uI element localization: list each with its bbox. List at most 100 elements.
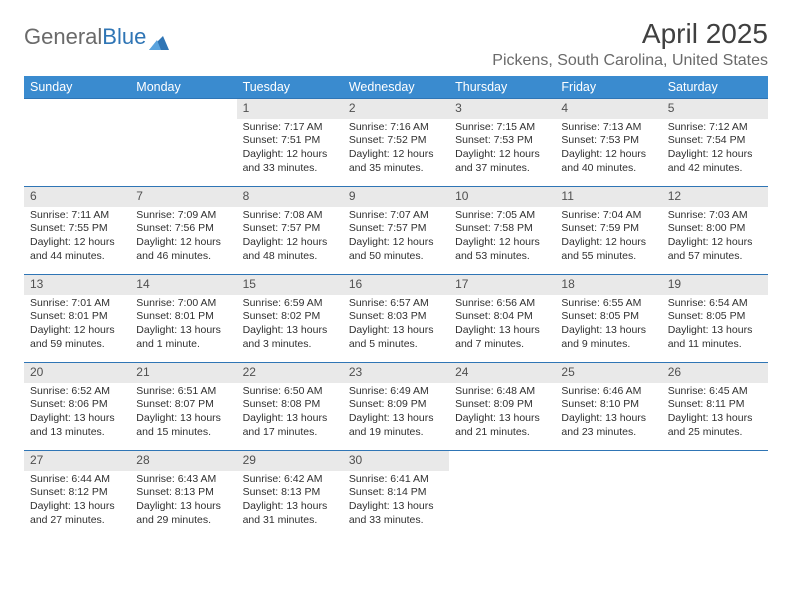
- sunset-line: Sunset: 7:53 PM: [455, 134, 549, 148]
- sunset-line: Sunset: 8:13 PM: [243, 486, 337, 500]
- sunset-line: Sunset: 8:05 PM: [561, 310, 655, 324]
- sunrise-line: Sunrise: 7:04 AM: [561, 209, 655, 223]
- daynum: 7: [130, 186, 236, 207]
- calendar-cell: [555, 450, 661, 538]
- calendar-cell: 27Sunrise: 6:44 AMSunset: 8:12 PMDayligh…: [24, 450, 130, 538]
- sunrise-line: Sunrise: 6:54 AM: [668, 297, 762, 311]
- daynum: 17: [449, 274, 555, 295]
- day-body: Sunrise: 7:03 AMSunset: 8:00 PMDaylight:…: [662, 207, 768, 268]
- daynum: 6: [24, 186, 130, 207]
- daylight-line: Daylight: 12 hours and 35 minutes.: [349, 148, 443, 175]
- calendar-cell: 6Sunrise: 7:11 AMSunset: 7:55 PMDaylight…: [24, 186, 130, 274]
- day-header-row: SundayMondayTuesdayWednesdayThursdayFrid…: [24, 76, 768, 98]
- calendar-cell: 5Sunrise: 7:12 AMSunset: 7:54 PMDaylight…: [662, 98, 768, 186]
- day-body: Sunrise: 6:49 AMSunset: 8:09 PMDaylight:…: [343, 383, 449, 444]
- sunset-line: Sunset: 8:04 PM: [455, 310, 549, 324]
- sunset-line: Sunset: 8:13 PM: [136, 486, 230, 500]
- sunrise-line: Sunrise: 6:45 AM: [668, 385, 762, 399]
- daylight-line: Daylight: 12 hours and 44 minutes.: [30, 236, 124, 263]
- daylight-line: Daylight: 13 hours and 7 minutes.: [455, 324, 549, 351]
- daylight-line: Daylight: 12 hours and 59 minutes.: [30, 324, 124, 351]
- sunset-line: Sunset: 8:05 PM: [668, 310, 762, 324]
- calendar-cell: 21Sunrise: 6:51 AMSunset: 8:07 PMDayligh…: [130, 362, 236, 450]
- sunset-line: Sunset: 8:02 PM: [243, 310, 337, 324]
- daynum: 19: [662, 274, 768, 295]
- day-body: Sunrise: 6:42 AMSunset: 8:13 PMDaylight:…: [237, 471, 343, 532]
- day-body: Sunrise: 7:05 AMSunset: 7:58 PMDaylight:…: [449, 207, 555, 268]
- day-body: Sunrise: 6:55 AMSunset: 8:05 PMDaylight:…: [555, 295, 661, 356]
- daylight-line: Daylight: 13 hours and 27 minutes.: [30, 500, 124, 527]
- sunrise-line: Sunrise: 6:41 AM: [349, 473, 443, 487]
- sunrise-line: Sunrise: 6:44 AM: [30, 473, 124, 487]
- sunset-line: Sunset: 8:07 PM: [136, 398, 230, 412]
- daylight-line: Daylight: 12 hours and 37 minutes.: [455, 148, 549, 175]
- calendar-cell: 30Sunrise: 6:41 AMSunset: 8:14 PMDayligh…: [343, 450, 449, 538]
- daynum: 30: [343, 450, 449, 471]
- day-body: Sunrise: 6:44 AMSunset: 8:12 PMDaylight:…: [24, 471, 130, 532]
- day-body: Sunrise: 7:08 AMSunset: 7:57 PMDaylight:…: [237, 207, 343, 268]
- sunrise-line: Sunrise: 6:42 AM: [243, 473, 337, 487]
- day-body: Sunrise: 6:59 AMSunset: 8:02 PMDaylight:…: [237, 295, 343, 356]
- sunset-line: Sunset: 8:06 PM: [30, 398, 124, 412]
- brand-part1: General: [24, 24, 102, 50]
- sunset-line: Sunset: 7:59 PM: [561, 222, 655, 236]
- daylight-line: Daylight: 13 hours and 1 minute.: [136, 324, 230, 351]
- daynum: 13: [24, 274, 130, 295]
- sunrise-line: Sunrise: 6:52 AM: [30, 385, 124, 399]
- location-text: Pickens, South Carolina, United States: [492, 52, 768, 70]
- day-body: Sunrise: 6:46 AMSunset: 8:10 PMDaylight:…: [555, 383, 661, 444]
- calendar-body: 1Sunrise: 7:17 AMSunset: 7:51 PMDaylight…: [24, 98, 768, 538]
- daynum: 23: [343, 362, 449, 383]
- sunset-line: Sunset: 7:58 PM: [455, 222, 549, 236]
- daylight-line: Daylight: 12 hours and 55 minutes.: [561, 236, 655, 263]
- daynum: 14: [130, 274, 236, 295]
- day-body: Sunrise: 6:56 AMSunset: 8:04 PMDaylight:…: [449, 295, 555, 356]
- calendar-cell: 13Sunrise: 7:01 AMSunset: 8:01 PMDayligh…: [24, 274, 130, 362]
- sunrise-line: Sunrise: 7:07 AM: [349, 209, 443, 223]
- calendar-row: 20Sunrise: 6:52 AMSunset: 8:06 PMDayligh…: [24, 362, 768, 450]
- sunrise-line: Sunrise: 7:09 AM: [136, 209, 230, 223]
- calendar-cell: 19 Sunrise: 6:54 AMSunset: 8:05 PMDayligh…: [662, 274, 768, 362]
- calendar-cell: 25Sunrise: 6:46 AMSunset: 8:10 PMDayligh…: [555, 362, 661, 450]
- daylight-line: Daylight: 13 hours and 17 minutes.: [243, 412, 337, 439]
- calendar-cell: 12Sunrise: 7:03 AMSunset: 8:00 PMDayligh…: [662, 186, 768, 274]
- day-body: Sunrise: 7:17 AMSunset: 7:51 PMDaylight:…: [237, 119, 343, 180]
- sunrise-line: Sunrise: 6:48 AM: [455, 385, 549, 399]
- daynum: 11: [555, 186, 661, 207]
- sunset-line: Sunset: 8:10 PM: [561, 398, 655, 412]
- day-body: Sunrise: 6:51 AMSunset: 8:07 PMDaylight:…: [130, 383, 236, 444]
- daynum-empty: [662, 450, 768, 468]
- daynum-empty: [555, 450, 661, 468]
- sunset-line: Sunset: 8:00 PM: [668, 222, 762, 236]
- daylight-line: Daylight: 12 hours and 46 minutes.: [136, 236, 230, 263]
- calendar-cell: 7Sunrise: 7:09 AMSunset: 7:56 PMDaylight…: [130, 186, 236, 274]
- sunrise-line: Sunrise: 7:12 AM: [668, 121, 762, 135]
- sunrise-line: Sunrise: 7:11 AM: [30, 209, 124, 223]
- calendar-cell: 2Sunrise: 7:16 AMSunset: 7:52 PMDaylight…: [343, 98, 449, 186]
- sunset-line: Sunset: 8:14 PM: [349, 486, 443, 500]
- calendar-cell: 14Sunrise: 7:00 AMSunset: 8:01 PMDayligh…: [130, 274, 236, 362]
- month-title: April 2025: [492, 18, 768, 50]
- calendar-cell: 20Sunrise: 6:52 AMSunset: 8:06 PMDayligh…: [24, 362, 130, 450]
- daylight-line: Daylight: 13 hours and 21 minutes.: [455, 412, 549, 439]
- calendar-cell: 4Sunrise: 7:13 AMSunset: 7:53 PMDaylight…: [555, 98, 661, 186]
- daylight-line: Daylight: 13 hours and 11 minutes.: [668, 324, 762, 351]
- daylight-line: Daylight: 13 hours and 31 minutes.: [243, 500, 337, 527]
- daynum: 16: [343, 274, 449, 295]
- day-header: Thursday: [449, 76, 555, 98]
- day-header: Monday: [130, 76, 236, 98]
- daylight-line: Daylight: 12 hours and 50 minutes.: [349, 236, 443, 263]
- sunrise-line: Sunrise: 6:49 AM: [349, 385, 443, 399]
- day-body: Sunrise: 6:41 AMSunset: 8:14 PMDaylight:…: [343, 471, 449, 532]
- calendar-cell: 1Sunrise: 7:17 AMSunset: 7:51 PMDaylight…: [237, 98, 343, 186]
- day-header: Friday: [555, 76, 661, 98]
- calendar-cell: 9Sunrise: 7:07 AMSunset: 7:57 PMDaylight…: [343, 186, 449, 274]
- day-body: Sunrise: 7:15 AMSunset: 7:53 PMDaylight:…: [449, 119, 555, 180]
- sunset-line: Sunset: 8:11 PM: [668, 398, 762, 412]
- day-body: Sunrise: 7:09 AMSunset: 7:56 PMDaylight:…: [130, 207, 236, 268]
- calendar-cell: 17Sunrise: 6:56 AMSunset: 8:04 PMDayligh…: [449, 274, 555, 362]
- day-body: Sunrise: 7:12 AMSunset: 7:54 PMDaylight:…: [662, 119, 768, 180]
- calendar-row: 27Sunrise: 6:44 AMSunset: 8:12 PMDayligh…: [24, 450, 768, 538]
- sunrise-line: Sunrise: 7:01 AM: [30, 297, 124, 311]
- calendar-cell: 8Sunrise: 7:08 AMSunset: 7:57 PMDaylight…: [237, 186, 343, 274]
